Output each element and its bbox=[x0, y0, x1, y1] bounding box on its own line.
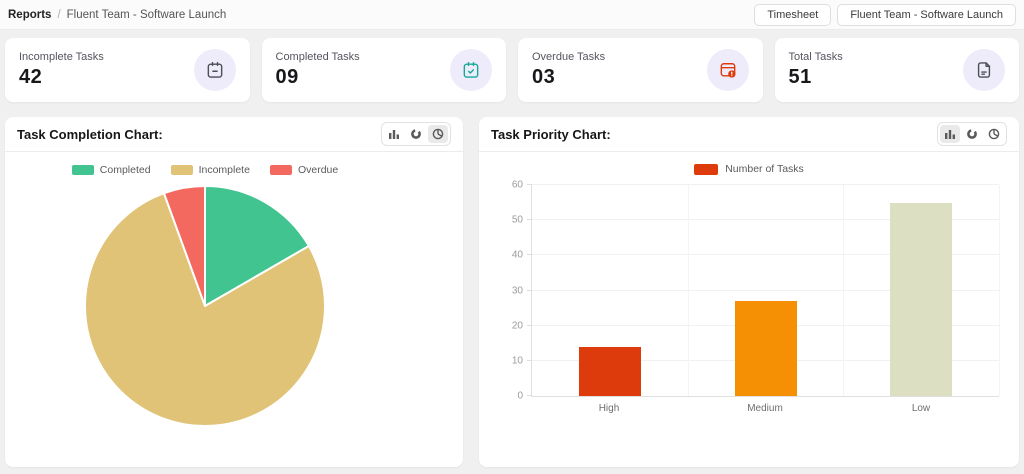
pie-chart-icon[interactable] bbox=[428, 125, 448, 143]
gridline bbox=[532, 289, 999, 291]
pie-slice-incomplete[interactable] bbox=[84, 192, 326, 427]
bar-category-label: Medium bbox=[747, 403, 783, 414]
y-tick-label: 10 bbox=[511, 355, 523, 367]
overdue-tasks-card: Overdue Tasks 03 bbox=[518, 38, 763, 102]
breadcrumb-separator: / bbox=[57, 8, 61, 21]
bar-medium[interactable] bbox=[734, 301, 797, 396]
card-value: 03 bbox=[532, 66, 556, 88]
bar-category-label: High bbox=[598, 403, 620, 414]
pie-slice-overdue[interactable] bbox=[162, 185, 206, 307]
legend-label: Completed bbox=[99, 164, 151, 176]
task-completion-panel: Task Completion Chart: Completed Incomple… bbox=[5, 117, 463, 467]
card-value: 42 bbox=[19, 66, 43, 88]
pie-slice-completed[interactable] bbox=[204, 185, 310, 307]
calendar-check-icon bbox=[450, 49, 492, 91]
document-icon bbox=[963, 49, 1005, 91]
breadcrumb: Reports / Fluent Team - Software Launch bbox=[8, 9, 226, 21]
donut-chart-icon[interactable] bbox=[406, 125, 426, 143]
legend-swatch bbox=[269, 165, 292, 175]
card-label: Incomplete Tasks bbox=[19, 51, 104, 63]
legend-item-completed[interactable]: Completed bbox=[71, 164, 151, 176]
y-tick-mark bbox=[527, 254, 532, 256]
completed-tasks-card: Completed Tasks 09 bbox=[261, 38, 506, 102]
breadcrumb-root[interactable]: Reports bbox=[8, 8, 52, 21]
card-value: 51 bbox=[788, 66, 812, 88]
y-tick-mark bbox=[527, 219, 532, 221]
pie-legend: Completed Incomplete Overdue bbox=[5, 164, 434, 176]
card-label: Completed Tasks bbox=[275, 51, 360, 63]
vertical-gridline bbox=[687, 185, 689, 396]
legend-swatch bbox=[71, 165, 94, 175]
y-tick-mark bbox=[527, 184, 532, 185]
legend-swatch bbox=[170, 165, 193, 175]
bar-low[interactable] bbox=[890, 202, 953, 396]
y-tick-mark bbox=[527, 395, 532, 396]
panel-title: Task Completion Chart: bbox=[17, 126, 163, 142]
card-label: Overdue Tasks bbox=[532, 51, 606, 63]
legend-item-overdue[interactable]: Overdue bbox=[269, 164, 339, 176]
calendar-alert-icon bbox=[706, 49, 749, 91]
panel-title: Task Priority Chart: bbox=[491, 126, 611, 142]
legend-label: Incomplete bbox=[198, 164, 250, 176]
y-tick-label: 40 bbox=[511, 249, 523, 261]
gridline bbox=[532, 254, 999, 256]
team-select[interactable]: Fluent Team - Software Launch bbox=[837, 3, 1016, 26]
y-tick-label: 60 bbox=[511, 179, 523, 191]
chart-type-toolbar bbox=[937, 122, 1007, 146]
bar-chart: 0 10 20 30 40 50 60 bbox=[512, 180, 1000, 402]
task-priority-panel: Task Priority Chart: Number of Tasks 0 10… bbox=[479, 117, 1019, 467]
legend-swatch bbox=[694, 163, 719, 175]
legend-label: Number of Tasks bbox=[725, 163, 804, 175]
y-tick-label: 0 bbox=[517, 390, 523, 402]
y-tick-label: 20 bbox=[511, 320, 523, 332]
legend-item-incomplete[interactable]: Incomplete bbox=[170, 164, 250, 176]
card-label: Total Tasks bbox=[788, 51, 843, 63]
y-tick-mark bbox=[527, 289, 532, 291]
gridline bbox=[532, 219, 999, 221]
topbar: Reports / Fluent Team - Software Launch … bbox=[0, 0, 1024, 30]
bar-category-label: Low bbox=[911, 403, 931, 414]
bar-high[interactable] bbox=[578, 346, 641, 396]
incomplete-tasks-card: Incomplete Tasks 42 bbox=[5, 38, 250, 102]
gridline bbox=[532, 184, 999, 185]
vertical-gridline bbox=[999, 185, 1000, 396]
stat-cards-row: Incomplete Tasks 42 Completed Tasks 09 O… bbox=[5, 38, 1019, 102]
pie-chart bbox=[84, 185, 326, 427]
donut-chart-icon[interactable] bbox=[962, 125, 982, 143]
bar-chart-icon[interactable] bbox=[940, 125, 960, 143]
card-value: 09 bbox=[275, 66, 299, 88]
bar-chart-icon[interactable] bbox=[384, 125, 404, 143]
y-tick-label: 50 bbox=[511, 214, 523, 226]
timesheet-button[interactable]: Timesheet bbox=[754, 3, 832, 26]
y-tick-mark bbox=[527, 324, 532, 326]
chart-type-toolbar bbox=[381, 122, 451, 146]
legend-label: Overdue bbox=[297, 164, 339, 176]
bar-x-axis-labels: High Medium Low bbox=[531, 403, 999, 414]
bar-legend[interactable]: Number of Tasks bbox=[479, 163, 1019, 175]
pie-chart-icon[interactable] bbox=[984, 125, 1004, 143]
breadcrumb-current: Fluent Team - Software Launch bbox=[66, 8, 227, 21]
y-tick-label: 30 bbox=[511, 285, 523, 296]
vertical-gridline bbox=[843, 185, 845, 396]
y-tick-mark bbox=[527, 359, 532, 361]
calendar-minus-icon bbox=[193, 49, 236, 91]
total-tasks-card: Total Tasks 51 bbox=[774, 38, 1019, 102]
